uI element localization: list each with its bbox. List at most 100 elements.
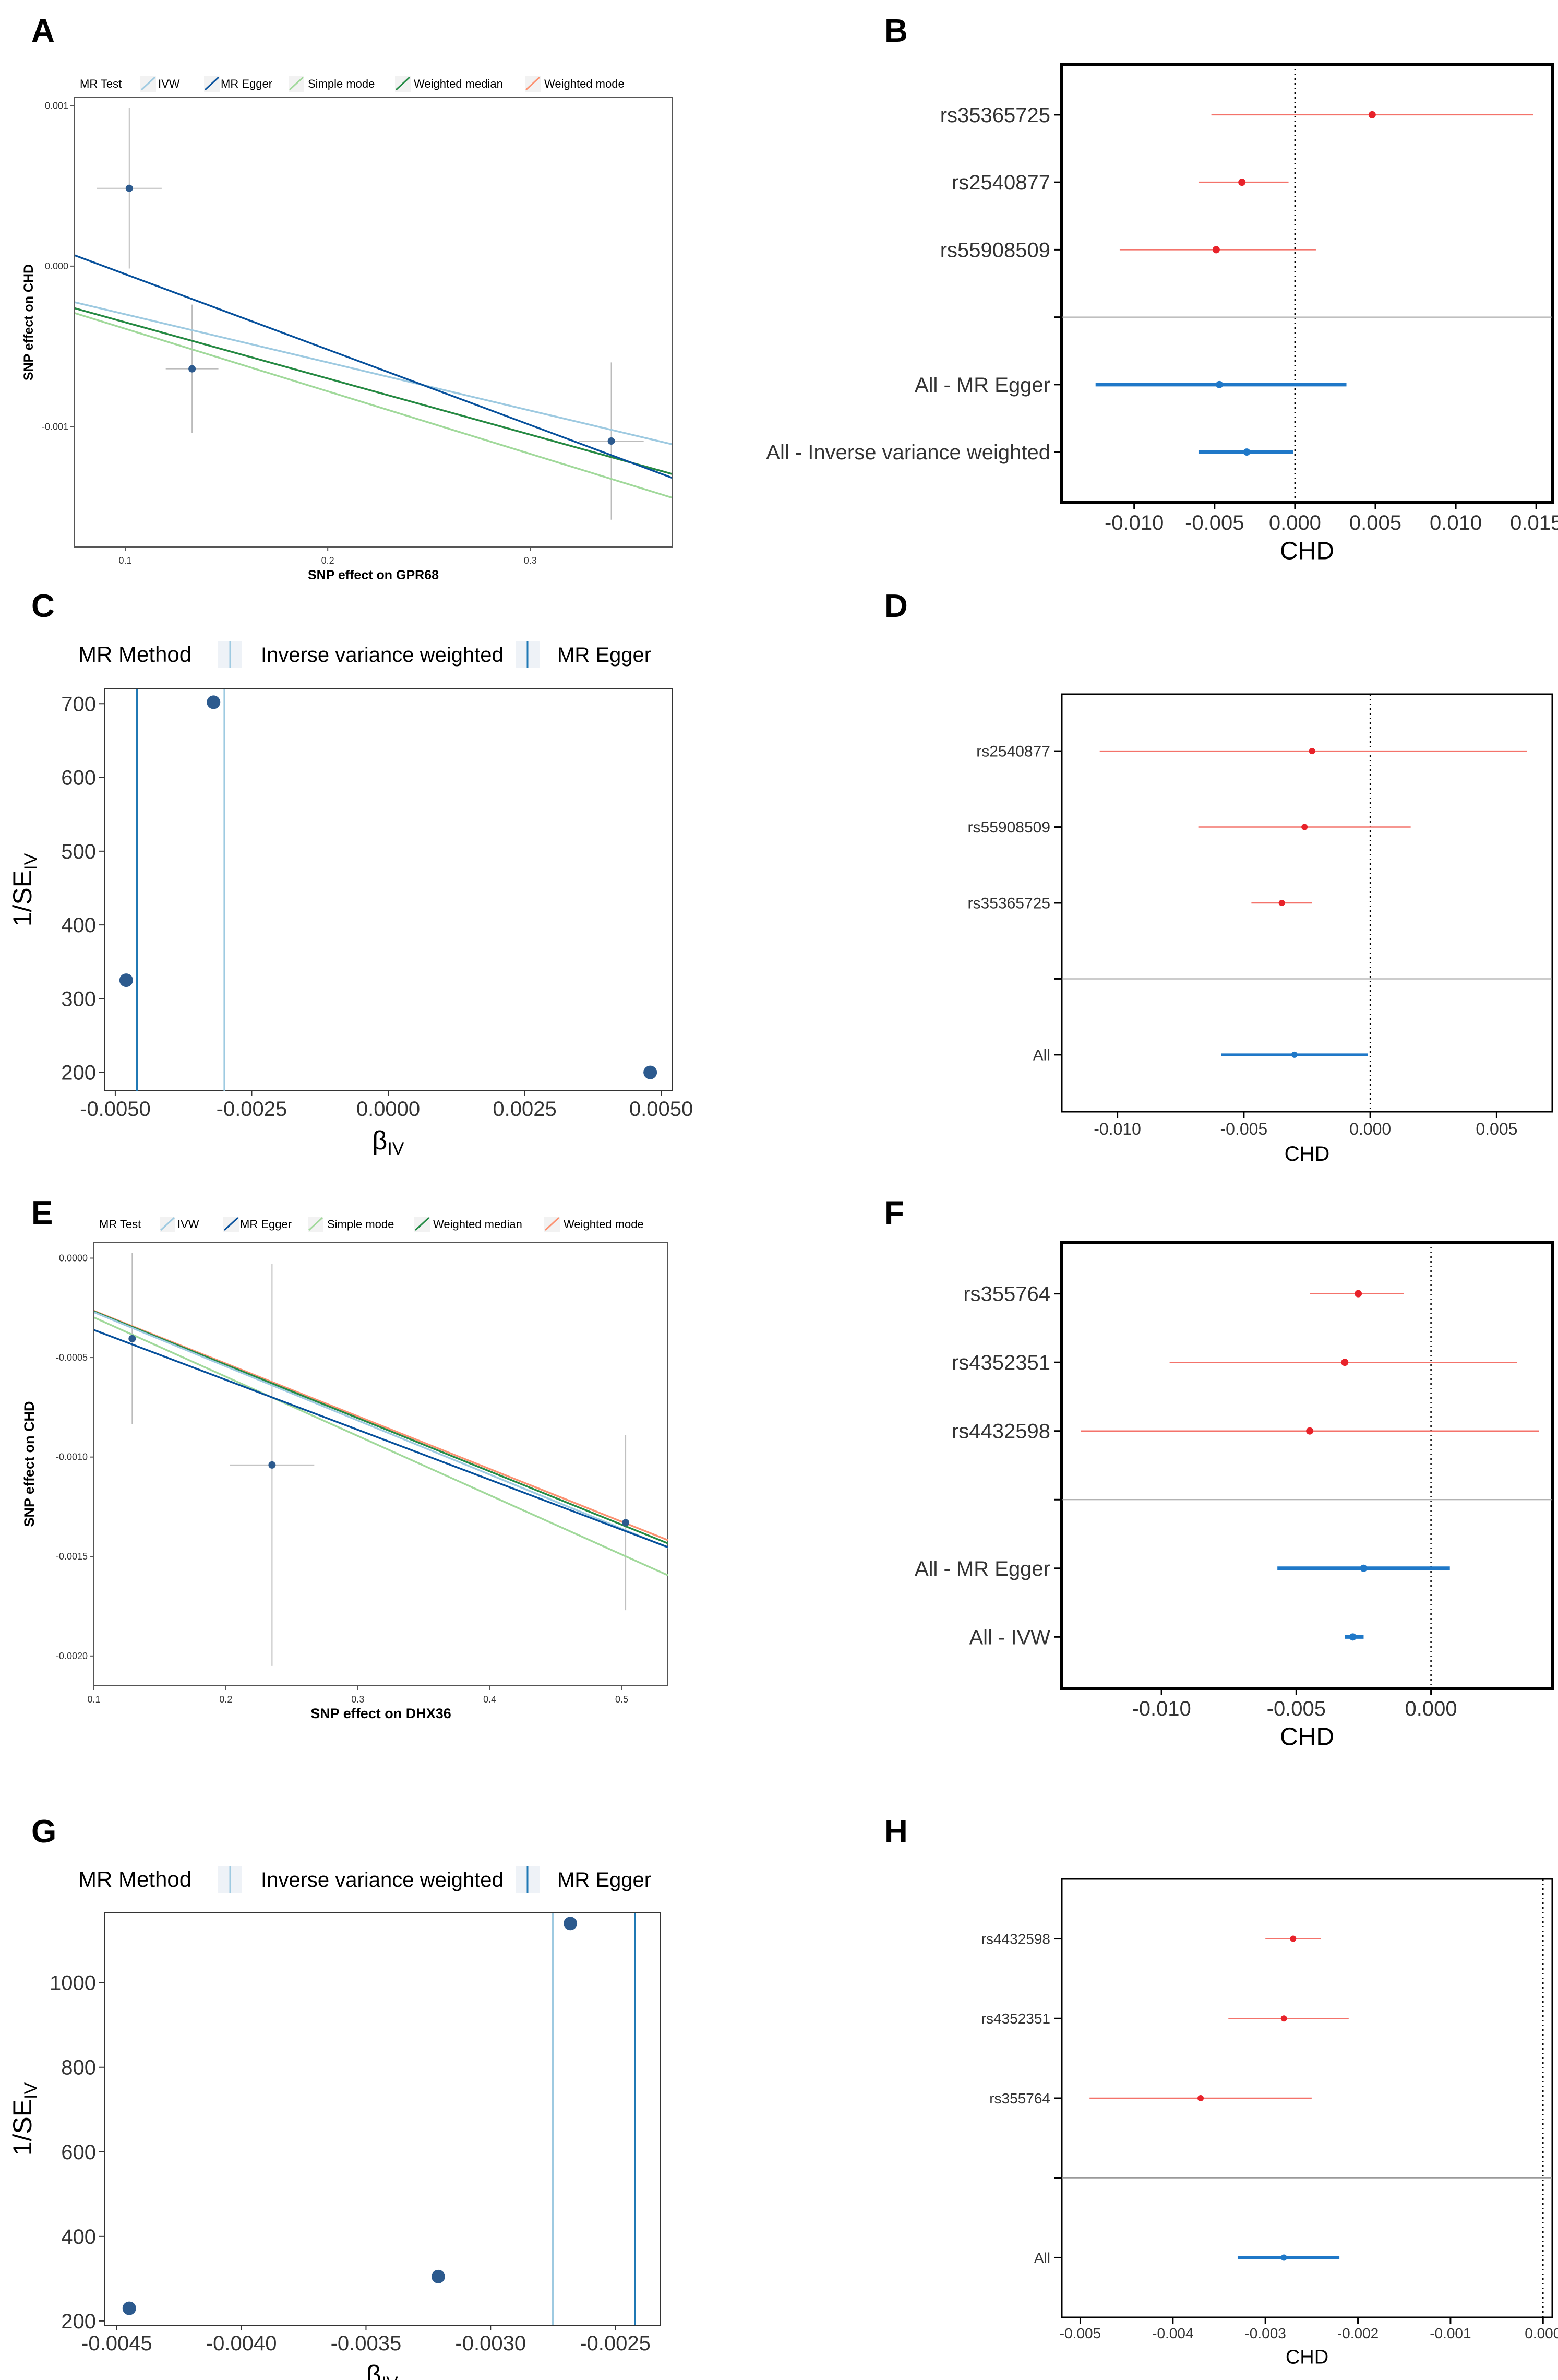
panel-H-x-tick-label: -0.002 [1337,2325,1379,2341]
panel-C-y-tick-label: 700 [61,693,96,716]
panel-C-plot: MR Method Inverse variance weighted MR Egg… [8,641,693,1159]
panel-B-x-tick-label: 0.000 [1269,511,1321,534]
panel-H-x-axis-title: CHD [1286,2346,1328,2368]
panel-D-summary-0-point [1291,1051,1298,1058]
panel-E-legend-key-1 [223,1217,239,1231]
panel-H-snp-0-point [1290,1935,1297,1942]
panel-E-legend-label: Weighted median [433,1218,522,1231]
panel-B-snp-2-label: rs55908509 [940,239,1050,261]
panel-E-x-tick-label: 0.5 [615,1694,628,1705]
panel-E-y-tick-label: -0.0005 [56,1352,88,1363]
panel-F-snp-2-label: rs4432598 [952,1420,1050,1443]
panel-E-line-ivw [94,1311,668,1549]
panel-A-point-2 [607,437,615,445]
panel-A-legend-label: IVW [158,77,180,90]
panel-H-snp-2-label: rs355764 [989,2090,1050,2107]
panel-E-legend-title: MR Test [99,1218,141,1231]
panel-letter-c: C [31,588,55,624]
panel-letter-f: F [884,1195,904,1231]
panel-B-summary-0-label: All - MR Egger [915,374,1050,397]
panel-A-line-simple-mode [75,312,672,499]
panel-E-x-tick-label: 0.1 [87,1694,100,1705]
panel-F-x-tick-label: -0.010 [1132,1697,1191,1720]
panel-B-snp-1-label: rs2540877 [952,171,1050,194]
panel-E-plot: MR Test IVW MR Egger Simple mode Weighted me… [21,1217,668,1721]
panel-G-y-tick-label: 200 [61,2310,96,2333]
panel-C-y-tick-label: 600 [61,767,96,790]
panel-A-y-tick-label: 0.001 [45,100,68,111]
panel-C-point-1 [119,973,133,987]
panel-A-legend: MR Test IVW MR Egger Simple mode Weighted me… [80,76,625,92]
panel-A-x-tick-label: 0.1 [119,555,132,566]
panel-G-x-tick-label: -0.0045 [81,2332,152,2355]
panel-A-point-1 [188,365,196,373]
panel-F-plot: rs355764 rs4352351 rs4432598 All - MR Egger… [915,1241,1554,1751]
panel-D-x-tick-label: -0.010 [1094,1120,1141,1138]
panel-B-summary-0-point [1216,380,1224,388]
panel-A-legend-label: Weighted median [414,77,503,90]
charts-layer: MR Test IVW MR Egger Simple mode Weighted me… [8,63,1558,2380]
panel-H-snp-2-point [1197,2095,1204,2101]
panel-G-point-2 [122,2301,136,2315]
panel-A-line-weighted-median [75,307,672,475]
panel-B-x-tick-label: 0.010 [1430,511,1482,534]
panel-letter-g: G [31,1814,56,1850]
panel-F-summary-0-point [1360,1564,1368,1572]
panel-G-legend-label: Inverse variance weighted [261,1869,504,1891]
panel-G-legend-title: MR Method [78,1867,191,1891]
panel-C-x-tick-label: 0.0000 [356,1098,420,1121]
panel-G-x-tick-label: -0.0025 [580,2332,651,2355]
panel-F-frame [1060,1241,1554,1690]
panel-D-plot: rs2540877 rs55908509 rs35365725 All -0.010 -0… [968,693,1553,1165]
panel-B-x-axis-title: CHD [1280,537,1334,565]
panel-H-snp-0-label: rs4432598 [981,1931,1050,1947]
panel-E-point-1 [268,1461,276,1469]
panel-F-snp-1-label: rs4352351 [952,1351,1050,1374]
panel-G-x-axis-sub: IV [381,2373,398,2380]
panel-letter-h: H [884,1814,908,1850]
panel-A-legend-key-1 [204,76,220,91]
panel-A-y-tick-label: 0.000 [45,261,68,271]
panel-B-summary-1-label: All - Inverse variance weighted [766,441,1050,464]
panel-F-snp-0-point [1355,1290,1362,1298]
panel-D-snp-1-point [1301,824,1308,830]
panel-F-x-tick-label: 0.000 [1405,1697,1457,1720]
panel-F-snp-2-point [1306,1427,1314,1435]
panel-A-inner [75,108,672,520]
panel-E-line-weighted-mode [94,1310,668,1541]
panel-G-point-0 [564,1917,578,1931]
panel-E-legend-key-4 [544,1217,560,1231]
panel-H-x-tick-label: -0.001 [1430,2325,1471,2341]
panel-D-x-tick-label: 0.000 [1349,1120,1391,1138]
panel-F-summary-0-label: All - MR Egger [915,1557,1050,1580]
panel-B-plot: rs35365725 rs2540877 rs55908509 All - MR Eg… [766,63,1558,565]
panel-C-legend-label: MR Egger [557,644,651,667]
panel-E-line-mr-egger [94,1329,668,1548]
panel-E-legend-label: Simple mode [327,1218,394,1231]
panel-A-legend-title: MR Test [80,77,122,90]
panel-A-line-mr-egger [75,254,672,479]
panel-A-legend-label: Simple mode [308,77,375,90]
panel-E-legend-label: IVW [177,1218,199,1231]
panel-A-legend-label: MR Egger [221,77,272,90]
panel-E-legend-key-0 [160,1217,175,1231]
panel-G-y-tick-label: 600 [61,2141,96,2164]
panel-letter-e: E [31,1195,53,1231]
panel-E-inner [94,1253,668,1666]
panel-D-snp-1-label: rs55908509 [968,819,1050,836]
panel-G-legend-label: MR Egger [557,1869,651,1891]
panel-E-frame [93,1242,668,1686]
panel-G-x-tick-label: -0.0040 [206,2332,277,2355]
panel-G-x-tick-label: -0.0030 [455,2332,526,2355]
panel-E-legend: MR Test IVW MR Egger Simple mode Weighted me… [99,1217,644,1232]
panel-C-y-tick-label: 500 [61,840,96,863]
panel-E-y-axis-title: SNP effect on CHD [21,1401,37,1527]
panel-C-legend-title: MR Method [78,642,191,667]
panel-A-frame [74,97,673,548]
panel-E-x-tick-label: 0.3 [351,1694,364,1705]
panel-B-snp-2-point [1212,246,1220,254]
panel-C-legend-label: Inverse variance weighted [261,644,504,667]
panel-H-x-tick-label: -0.004 [1152,2325,1193,2341]
panel-G-y-axis-sub: IV [21,2082,41,2099]
panel-B-snp-0-label: rs35365725 [940,104,1050,127]
